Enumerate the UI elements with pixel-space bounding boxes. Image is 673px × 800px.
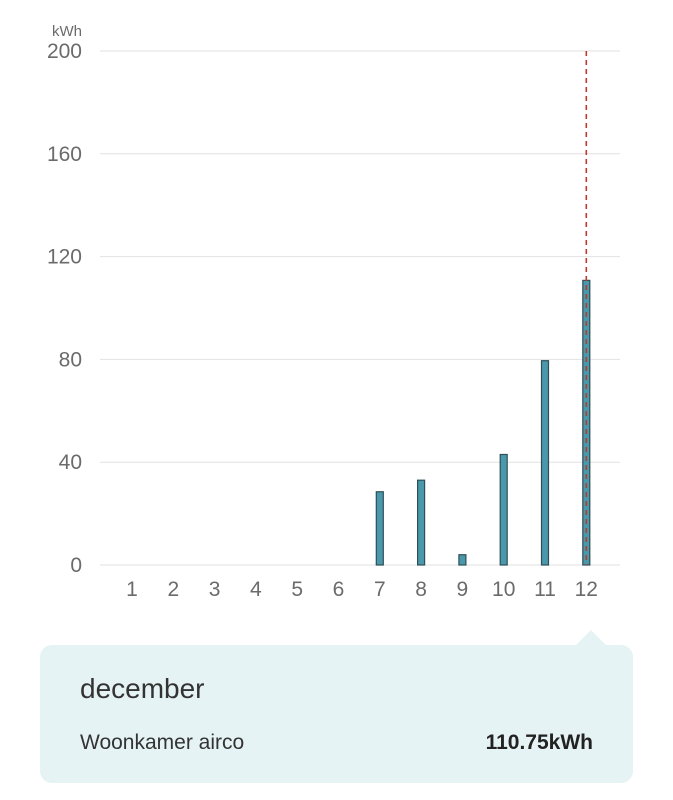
x-tick-label: 6 <box>333 578 345 601</box>
bars[interactable] <box>375 279 591 566</box>
x-tick-label: 5 <box>291 578 303 601</box>
y-tick-label: 200 <box>47 40 82 63</box>
x-tick-label: 1 <box>126 578 138 601</box>
bar-month-7[interactable] <box>375 491 384 566</box>
tooltip-pointer <box>575 630 607 646</box>
x-tick-label: 9 <box>457 578 469 601</box>
tooltip-panel: december Woonkamer airco 110.75kWh <box>40 645 633 783</box>
x-tick-label: 4 <box>250 578 262 601</box>
tooltip-value: 110.75kWh <box>485 731 593 754</box>
x-tick-label: 11 <box>534 578 556 601</box>
bar-month-11[interactable] <box>540 360 550 566</box>
x-tick-label: 3 <box>209 578 221 601</box>
x-tick-label: 7 <box>374 578 386 601</box>
y-tick-label: 0 <box>70 554 82 577</box>
x-tick-label: 8 <box>415 578 427 601</box>
y-tick-label: 40 <box>59 451 82 474</box>
y-axis-unit-label: kWh <box>52 23 82 40</box>
x-tick-label: 12 <box>575 578 598 601</box>
bar-month-10[interactable] <box>499 453 508 566</box>
y-tick-label: 160 <box>47 143 82 166</box>
bar-month-8[interactable] <box>417 479 426 566</box>
y-axis-ticks: 0 40 80 120 160 200 <box>47 40 82 577</box>
tooltip-title: december <box>80 673 205 704</box>
x-axis-ticks: 1 2 3 4 5 6 7 8 9 10 11 12 <box>126 578 598 601</box>
bar-month-9[interactable] <box>458 554 467 566</box>
gridlines <box>100 50 620 566</box>
x-tick-label: 2 <box>167 578 179 601</box>
y-tick-label: 80 <box>59 348 82 371</box>
tooltip-series-label: Woonkamer airco <box>80 731 245 754</box>
x-tick-label: 10 <box>492 578 515 601</box>
y-tick-label: 120 <box>47 246 82 269</box>
